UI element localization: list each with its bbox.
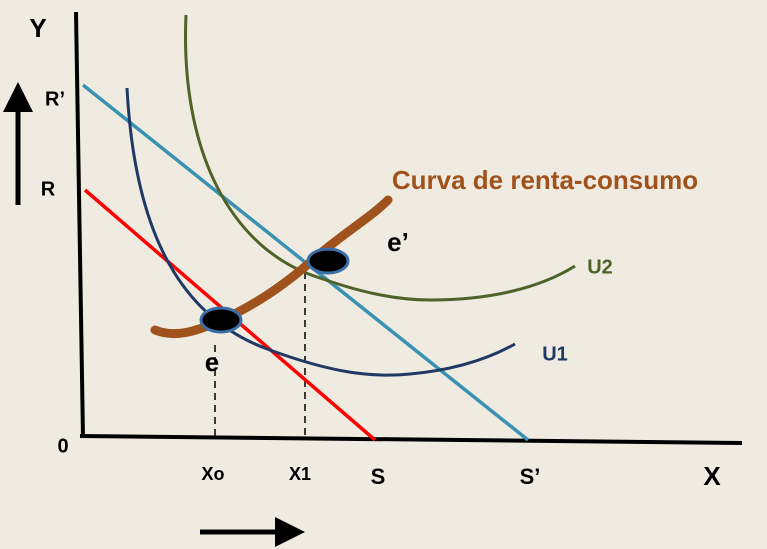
- s-label: S: [371, 464, 386, 489]
- u1-label: U1: [542, 343, 568, 365]
- x1-label: X1: [289, 464, 311, 484]
- r-prime-label: R’: [45, 88, 65, 110]
- origin-label: 0: [57, 435, 68, 457]
- indifference-curve-u1: [125, 87, 516, 377]
- equilibrium-e: [199, 306, 243, 334]
- r-label: R: [41, 178, 56, 200]
- x-axis-label: X: [703, 461, 721, 491]
- indifference-curve-u2: [184, 14, 576, 302]
- e-label: e: [205, 347, 219, 377]
- s-prime-label: S’: [520, 464, 541, 489]
- e-prime-label: e’: [387, 227, 409, 257]
- y-axis: [74, 11, 85, 438]
- income-consumption-curve: [150, 195, 393, 339]
- y-axis-label: Y: [29, 13, 46, 43]
- u2-label: U2: [587, 256, 613, 278]
- x-axis: [79, 434, 743, 445]
- equilibrium-e-prime: [306, 247, 350, 275]
- x0-label: Xo: [201, 464, 224, 484]
- income-consumption-label: Curva de renta-consumo: [392, 165, 698, 195]
